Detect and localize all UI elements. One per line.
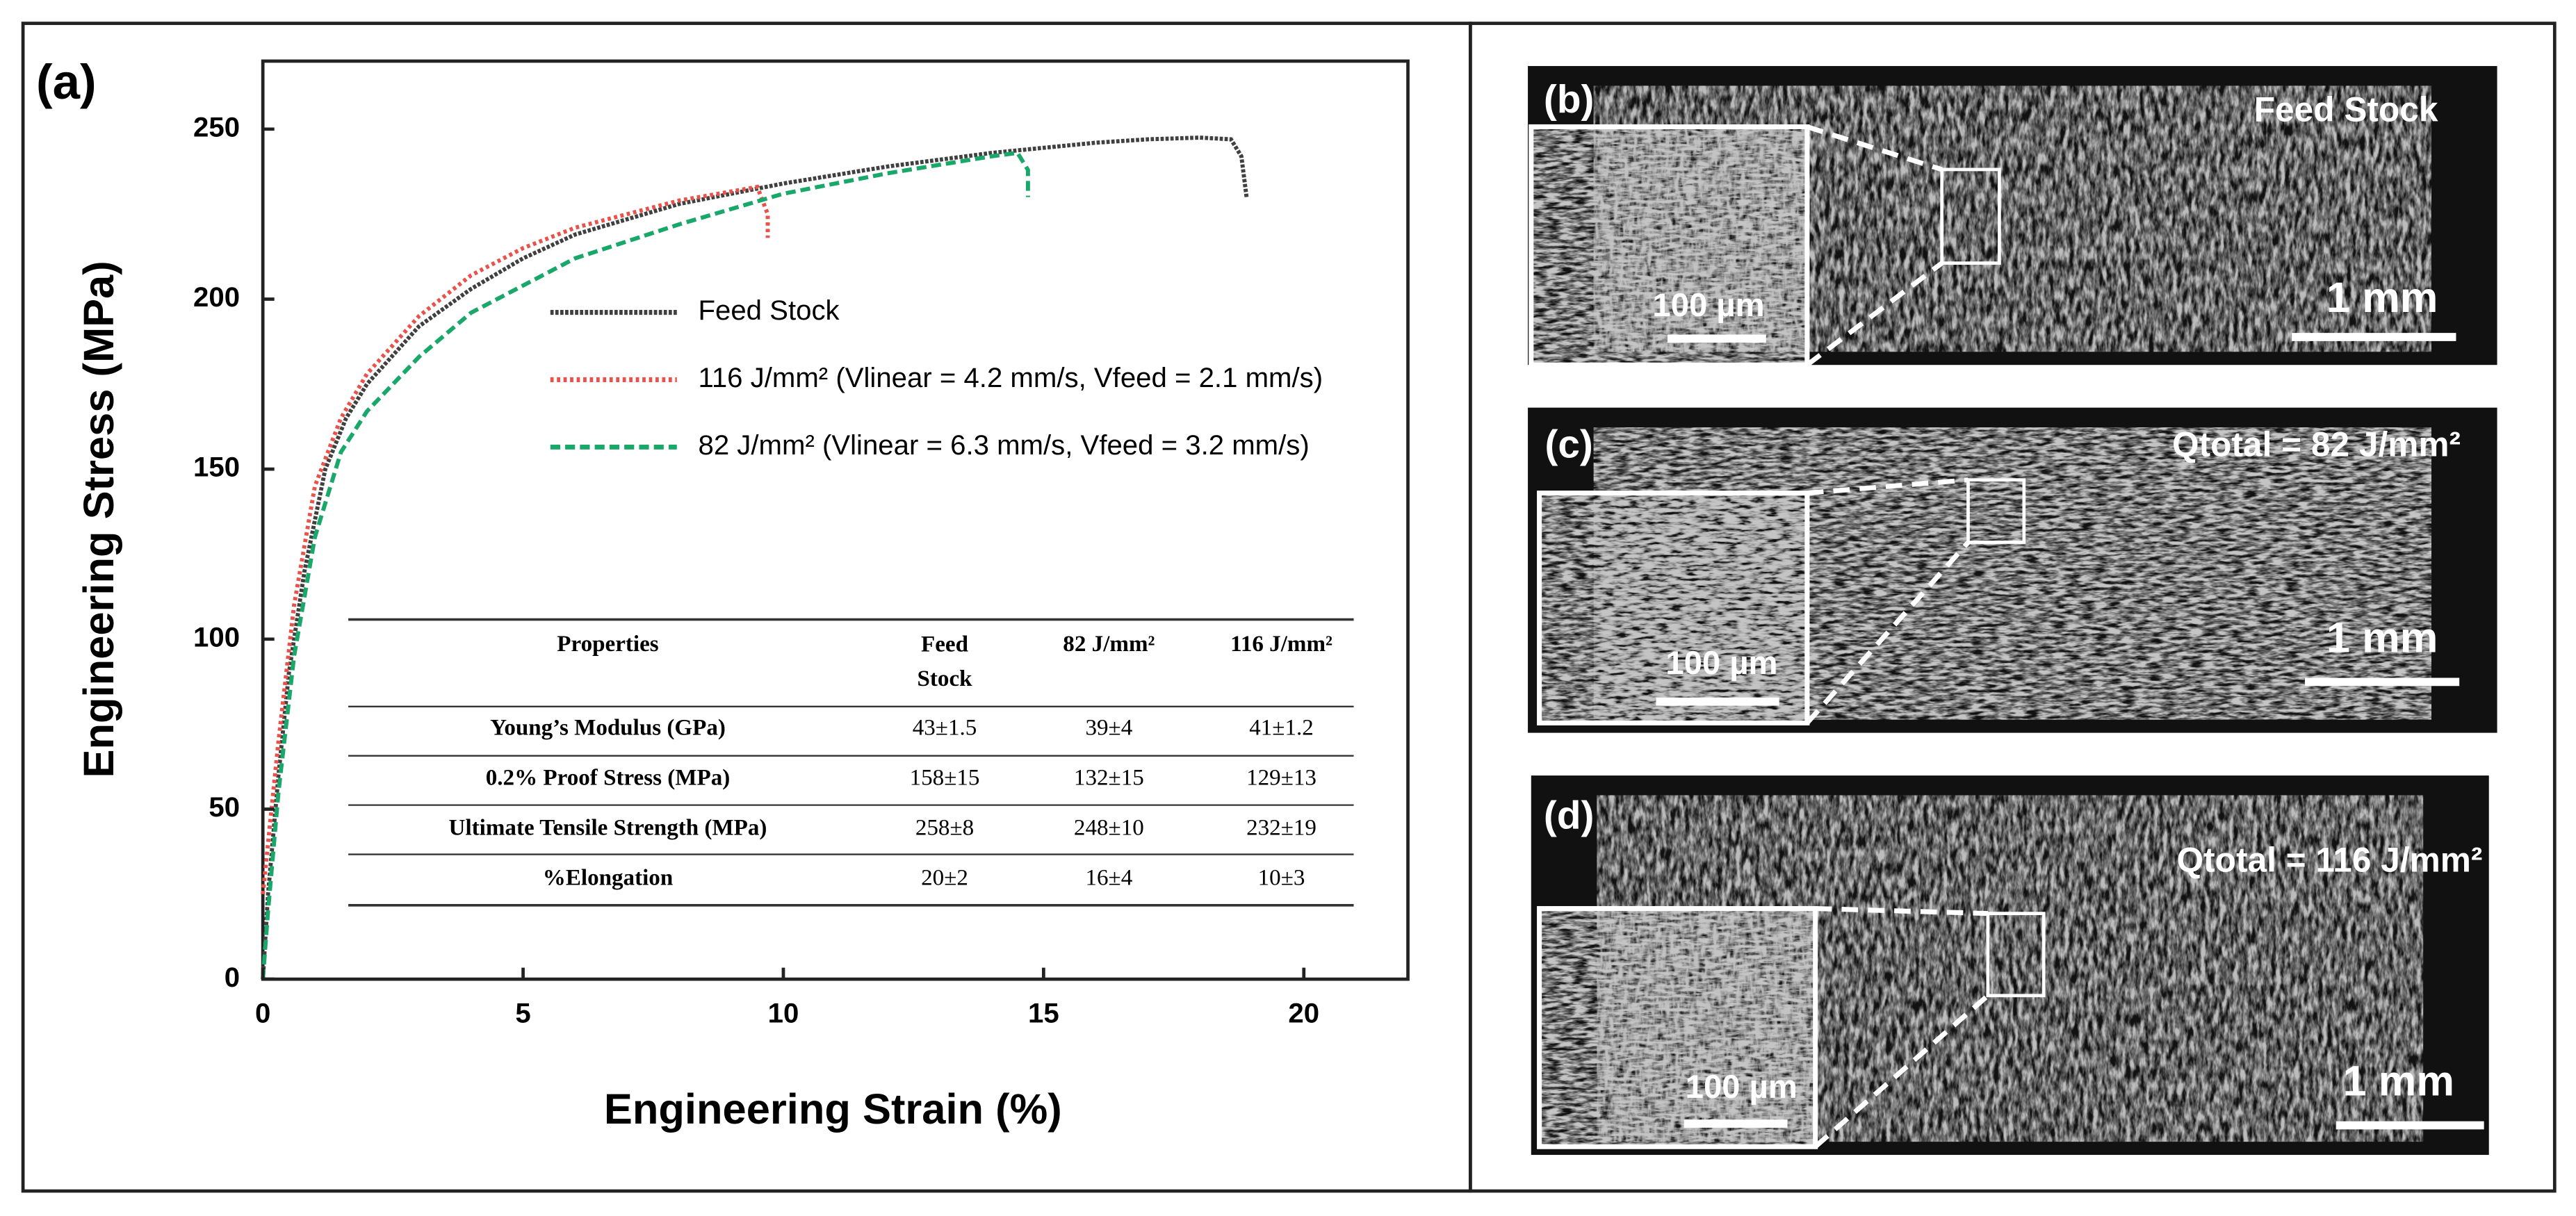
table-cell: 39±4 [1085, 715, 1132, 740]
table-header: Properties [557, 632, 658, 657]
table-cell: 0.2% Proof Stress (MPa) [486, 766, 731, 791]
table-cell: 158±15 [910, 766, 980, 791]
table-cell: 16±4 [1085, 866, 1132, 891]
inset-scale-label: 100 µm [1686, 1069, 1798, 1106]
y-tick-label: 0 [225, 962, 240, 993]
table-cell: 248±10 [1074, 816, 1144, 841]
table-cell: 20±2 [921, 866, 968, 891]
scale-label: 1 mm [2326, 614, 2438, 662]
plot-frame [261, 59, 1410, 981]
zoom-line [1806, 124, 1943, 172]
x-tick-label: 0 [255, 998, 270, 1029]
series-line [261, 150, 1030, 980]
inset-image [1539, 908, 1816, 1147]
panel-frame [1468, 22, 2557, 1193]
table-cell: 129±13 [1246, 766, 1316, 791]
inset-frame [1529, 124, 1810, 368]
zoom-line [1813, 994, 1990, 1149]
y-tick-label: 50 [209, 791, 240, 823]
inset-scale-label: 100 µm [1665, 645, 1777, 682]
series-line [261, 184, 770, 895]
y-tick-label: 200 [193, 281, 240, 313]
x-tick-label: 15 [1028, 998, 1059, 1029]
table-cell: 43±1.5 [913, 715, 977, 740]
table-cell: 41±1.2 [1249, 715, 1314, 740]
x-axis-label: Engineering Strain (%) [604, 1085, 1062, 1133]
y-axis-label: Engineering Stress (MPa) [75, 261, 123, 778]
y-tick-label: 250 [193, 111, 240, 142]
zoom-line [1805, 261, 1943, 368]
table-cell: 10±3 [1258, 866, 1305, 891]
series-line [261, 135, 1249, 980]
panel-label: (c) [1544, 422, 1592, 466]
table-cell: Young’s Modulus (GPa) [490, 715, 726, 740]
inset-image [1539, 493, 1807, 723]
panel-frame [21, 22, 1472, 1193]
panel-label: (b) [1544, 78, 1594, 122]
table-cell: 258±8 [915, 816, 974, 841]
zoom-line [1807, 477, 1968, 496]
inset-image [1531, 126, 1807, 365]
table-header: 116 J/mm² [1230, 632, 1332, 657]
property-table: Properties Feed Stock 82 J/mm² 116 J/mm² Youn… [348, 618, 1354, 907]
legend-label: 82 J/mm² (Vlinear = 6.3 mm/s, Vfeed = 3.… [698, 429, 1309, 461]
table-header: Feed Stock [918, 632, 973, 691]
zoom-box [1986, 912, 2046, 998]
panel-caption: Feed Stock [2254, 90, 2438, 129]
table-cell: 232±19 [1246, 816, 1316, 841]
table-cell: %Elongation [543, 866, 674, 891]
legend-label: Feed Stock [698, 295, 840, 326]
x-tick-label: 10 [768, 998, 799, 1029]
y-tick-label: 150 [193, 452, 240, 483]
panel-caption: Qtotal = 116 J/mm² [2177, 840, 2483, 879]
scale-label: 1 mm [2326, 274, 2438, 322]
zoom-box [1940, 167, 2001, 265]
scale-label: 1 mm [2342, 1058, 2454, 1106]
zoom-line [1805, 541, 1971, 725]
inset-frame [1537, 905, 1818, 1149]
y-tick-label: 100 [193, 621, 240, 652]
inset-frame [1537, 491, 1810, 725]
inset-scale-label: 100 µm [1652, 287, 1764, 324]
legend-label: 116 J/mm² (Vlinear = 4.2 mm/s, Vfeed = 2… [698, 362, 1323, 393]
zoom-line [1815, 905, 1988, 917]
x-tick-label: 20 [1288, 998, 1319, 1029]
panel-label: (a) [36, 55, 97, 110]
zoom-box [1966, 478, 2026, 544]
table-cell: 132±15 [1074, 766, 1144, 791]
table-header: 82 J/mm² [1063, 632, 1155, 657]
panel-caption: Qtotal = 82 J/mm² [2172, 425, 2461, 463]
table-cell: Ultimate Tensile Strength (MPa) [449, 816, 767, 841]
panel-label: (d) [1544, 794, 1594, 838]
x-tick-label: 5 [515, 998, 530, 1029]
